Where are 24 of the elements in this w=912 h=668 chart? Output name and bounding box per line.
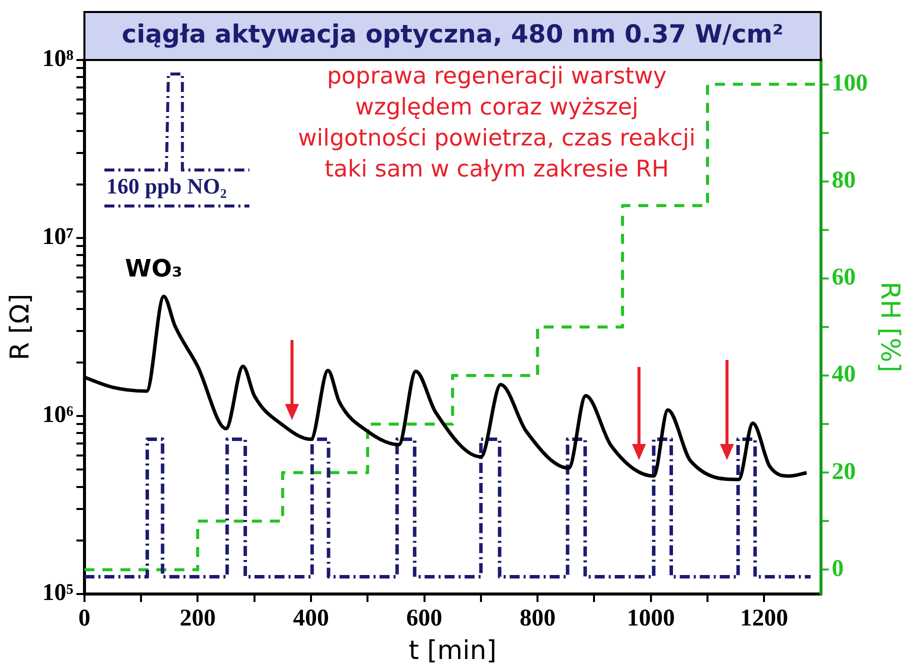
- y2-tick-label: 20: [832, 458, 856, 485]
- x-tick-label: 1200: [740, 606, 788, 632]
- x-tick-label: 600: [406, 606, 442, 632]
- x-tick-label: 800: [520, 606, 556, 632]
- y2-axis-title: RH [%]: [874, 282, 905, 372]
- y2-tick-label: 60: [832, 264, 856, 291]
- y-tick-label: 10⁷: [42, 224, 74, 250]
- chart-title: ciągła aktywacja optyczna, 480 nm 0.37 W/cm²: [122, 20, 784, 48]
- y-axis-title: R [Ω]: [5, 294, 36, 360]
- series-label: WO₃: [125, 254, 182, 283]
- x-tick-label: 0: [78, 606, 90, 632]
- y2-tick-label: 0: [832, 556, 844, 582]
- y-tick-label: 10⁶: [42, 402, 74, 428]
- y-tick-label: 10⁸: [42, 46, 74, 72]
- y2-tick-label: 40: [832, 362, 856, 388]
- y2-tick-label: 80: [832, 168, 856, 194]
- x-tick-label: 400: [292, 606, 329, 632]
- y2-tick-label: 100: [832, 70, 868, 96]
- x-tick-label: 200: [180, 606, 216, 632]
- x-tick-label: 1000: [626, 606, 675, 632]
- x-axis-title: t [min]: [408, 636, 496, 666]
- annotation: poprawa regeneracji warstwy względem coraz wyższej wilgotności powietrza, czas reakcji taki sam w całym zakresie RH: [298, 63, 696, 182]
- text: 160 ppb NO₂: [106, 174, 228, 199]
- y-tick-label: 10⁵: [42, 580, 74, 606]
